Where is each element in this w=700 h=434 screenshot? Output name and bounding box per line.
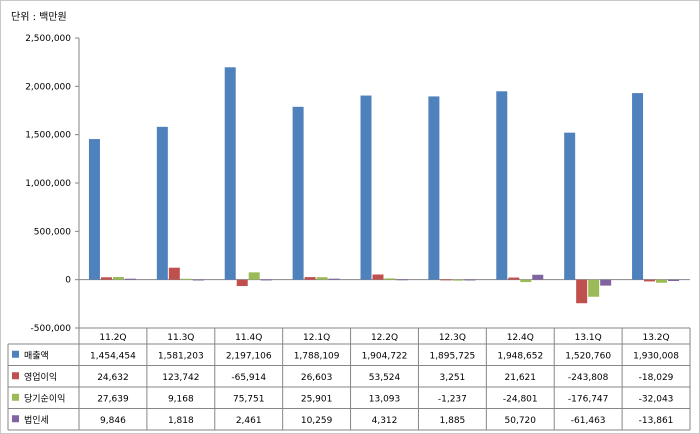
y-tick-label: 2,500,000 <box>25 34 71 44</box>
bar-4-12.2Q <box>396 279 408 281</box>
legend-label-3: 당기순이익 <box>24 392 65 404</box>
x-category-label: 11.2Q <box>99 333 126 343</box>
data-label: 3,251 <box>440 373 466 383</box>
bar-2-11.2Q <box>100 277 112 280</box>
bar-1-12.1Q <box>292 106 304 280</box>
data-label: 27,639 <box>97 394 129 404</box>
bar-1-13.2Q <box>632 93 644 280</box>
x-category-label: 12.4Q <box>507 333 534 343</box>
data-label: 1,948,652 <box>497 351 543 361</box>
bar-3-11.2Q <box>112 276 124 280</box>
legend-label-4: 법인세 <box>24 415 49 426</box>
data-label: -243,808 <box>568 373 609 383</box>
data-label: 25,901 <box>301 394 333 404</box>
data-label: 50,720 <box>505 416 537 426</box>
bar-4-12.4Q <box>532 274 544 280</box>
data-label: 1,520,760 <box>565 351 611 361</box>
bar-2-12.3Q <box>440 279 452 281</box>
x-category-label: 11.3Q <box>167 333 194 343</box>
bar-3-12.1Q <box>316 277 328 280</box>
unit-label: 단위 : 백만원 <box>11 12 67 23</box>
bar-1-13.1Q <box>564 132 576 280</box>
data-label: -13,861 <box>639 416 674 426</box>
data-label: -24,801 <box>503 394 538 404</box>
bar-3-13.1Q <box>588 279 600 297</box>
bar-1-12.4Q <box>496 91 508 280</box>
data-label: 1,581,203 <box>158 351 204 361</box>
x-category-label: 13.2Q <box>642 333 669 343</box>
bar-1-12.3Q <box>428 96 440 280</box>
data-label: 26,603 <box>301 373 333 383</box>
data-label: -176,747 <box>568 394 608 404</box>
data-label: 1,818 <box>168 416 194 426</box>
bar-4-13.1Q <box>600 279 612 286</box>
bar-4-12.3Q <box>464 279 476 281</box>
bar-1-11.3Q <box>156 126 168 280</box>
x-category-label: 11.4Q <box>235 333 262 343</box>
bar-2-12.4Q <box>508 277 520 280</box>
bar-1-12.2Q <box>360 95 372 280</box>
bar-2-11.4Q <box>236 279 248 287</box>
x-category-label: 13.1Q <box>575 333 602 343</box>
y-tick-label: 0 <box>65 276 71 286</box>
data-label: 123,742 <box>162 373 199 383</box>
data-label: 1,930,008 <box>633 351 679 361</box>
bar-1-11.4Q <box>224 67 236 280</box>
data-label: -61,463 <box>571 416 606 426</box>
data-label: 10,259 <box>301 416 333 426</box>
bar-4-12.1Q <box>328 278 340 280</box>
data-label: -65,914 <box>231 373 266 383</box>
data-label: 1,904,722 <box>362 351 408 361</box>
y-tick-label: 2,000,000 <box>25 82 71 92</box>
bar-4-11.3Q <box>192 279 204 281</box>
bar-3-12.3Q <box>452 279 464 281</box>
data-label: 9,846 <box>100 416 126 426</box>
x-category-label: 12.3Q <box>439 333 466 343</box>
data-label: 1,454,454 <box>90 351 136 361</box>
y-tick-label: 500,000 <box>34 227 71 237</box>
legend-swatch-2 <box>12 372 19 380</box>
y-tick-label: 1,000,000 <box>25 179 71 189</box>
y-tick-label: -500,000 <box>31 324 72 334</box>
data-label: -32,043 <box>639 394 674 404</box>
bar-4-13.2Q <box>668 279 680 282</box>
bar-2-12.2Q <box>372 274 384 280</box>
data-label: 75,751 <box>233 394 265 404</box>
data-label: 21,621 <box>505 373 537 383</box>
data-label: 13,093 <box>369 394 401 404</box>
bar-1-11.2Q <box>88 139 100 280</box>
bar-3-13.2Q <box>656 279 668 283</box>
data-label: 53,524 <box>369 373 401 383</box>
bar-2-13.1Q <box>576 279 588 304</box>
legend-swatch-1 <box>12 350 19 358</box>
data-label: 1,788,109 <box>294 351 340 361</box>
data-label: 1,895,725 <box>429 351 475 361</box>
legend-swatch-3 <box>12 393 19 401</box>
data-label: -1,237 <box>438 394 467 404</box>
x-category-label: 12.1Q <box>303 333 330 343</box>
data-label: 24,632 <box>97 373 129 383</box>
data-label: 4,312 <box>372 416 398 426</box>
bar-3-12.2Q <box>384 278 396 280</box>
bar-3-12.4Q <box>520 279 532 283</box>
legend-swatch-4 <box>12 415 19 423</box>
bar-4-11.2Q <box>124 278 136 280</box>
data-label: 2,461 <box>236 416 262 426</box>
data-label: -18,029 <box>639 373 674 383</box>
bar-3-11.4Q <box>248 272 260 280</box>
data-label: 9,168 <box>168 394 194 404</box>
legend-label-2: 영업이익 <box>24 371 57 383</box>
x-category-label: 12.2Q <box>371 333 398 343</box>
bar-3-11.3Q <box>180 278 192 280</box>
bar-2-11.3Q <box>168 267 180 280</box>
bar-2-12.1Q <box>304 277 316 280</box>
data-label: 1,885 <box>440 416 466 426</box>
bar-4-11.4Q <box>260 279 272 281</box>
y-tick-label: 1,500,000 <box>25 131 71 141</box>
legend-label-1: 매출액 <box>24 349 49 361</box>
bar-2-13.2Q <box>644 279 656 282</box>
data-label: 2,197,106 <box>226 351 272 361</box>
